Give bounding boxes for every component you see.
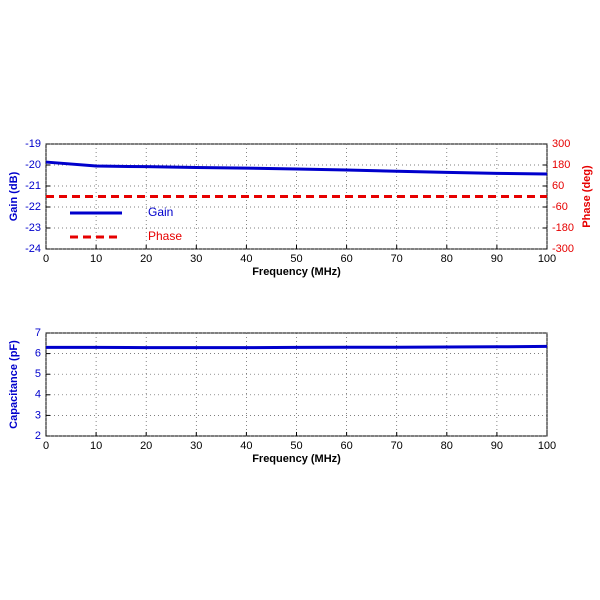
x-tick-label: 30 — [190, 253, 202, 265]
series-line — [46, 344, 548, 350]
x-tick-label: 70 — [391, 253, 403, 265]
x-tick-label: 40 — [240, 440, 252, 452]
x-tick-label: 60 — [340, 440, 352, 452]
x-tick-label: 20 — [140, 253, 152, 265]
legend-label: Gain — [148, 205, 173, 219]
x-tick-label: 10 — [90, 253, 102, 265]
x-tick-label: 20 — [140, 440, 152, 452]
x-tick-label: 100 — [538, 253, 556, 265]
x-tick-label: 50 — [290, 253, 302, 265]
y-tick-label: 3 — [35, 409, 41, 421]
x-tick-label: 100 — [538, 440, 556, 452]
y2-axis-label: Phase (deg) — [581, 165, 593, 228]
x-tick-label: 40 — [240, 253, 252, 265]
y-tick-label: 5 — [35, 368, 41, 380]
y-tick-label: -21 — [25, 180, 41, 192]
y-axis-label: Gain (dB) — [8, 171, 20, 221]
y-tick-label: 7 — [35, 327, 41, 339]
x-tick-label: 90 — [491, 253, 503, 265]
y-tick-label: -19 — [25, 138, 41, 150]
y2-tick-label: -180 — [552, 222, 574, 234]
x-tick-label: 0 — [43, 440, 49, 452]
y2-tick-label: 180 — [552, 159, 570, 171]
y2-tick-label: 60 — [552, 180, 564, 192]
x-tick-label: 90 — [491, 440, 503, 452]
legend-label: Phase — [148, 229, 182, 243]
y2-tick-label: -60 — [552, 201, 568, 213]
series-line — [45, 160, 548, 176]
x-tick-label: 80 — [441, 253, 453, 265]
x-axis-label: Frequency (MHz) — [252, 266, 341, 278]
y-tick-label: 6 — [35, 348, 41, 360]
y2-tick-label: -300 — [552, 243, 574, 255]
y-tick-label: -20 — [25, 159, 41, 171]
x-axis-label: Frequency (MHz) — [252, 453, 341, 465]
y-tick-label: -22 — [25, 201, 41, 213]
x-tick-label: 70 — [391, 440, 403, 452]
x-tick-label: 30 — [190, 440, 202, 452]
y2-tick-label: 300 — [552, 138, 570, 150]
y-tick-label: 4 — [35, 389, 41, 401]
plot-area — [45, 332, 548, 437]
x-tick-label: 10 — [90, 440, 102, 452]
y-tick-label: -24 — [25, 243, 41, 255]
x-tick-label: 0 — [43, 253, 49, 265]
x-tick-label: 80 — [441, 440, 453, 452]
y-axis-label: Capacitance (pF) — [8, 340, 20, 429]
y-tick-label: 2 — [35, 430, 41, 442]
x-tick-label: 50 — [290, 440, 302, 452]
y-tick-label: -23 — [25, 222, 41, 234]
x-tick-label: 60 — [340, 253, 352, 265]
